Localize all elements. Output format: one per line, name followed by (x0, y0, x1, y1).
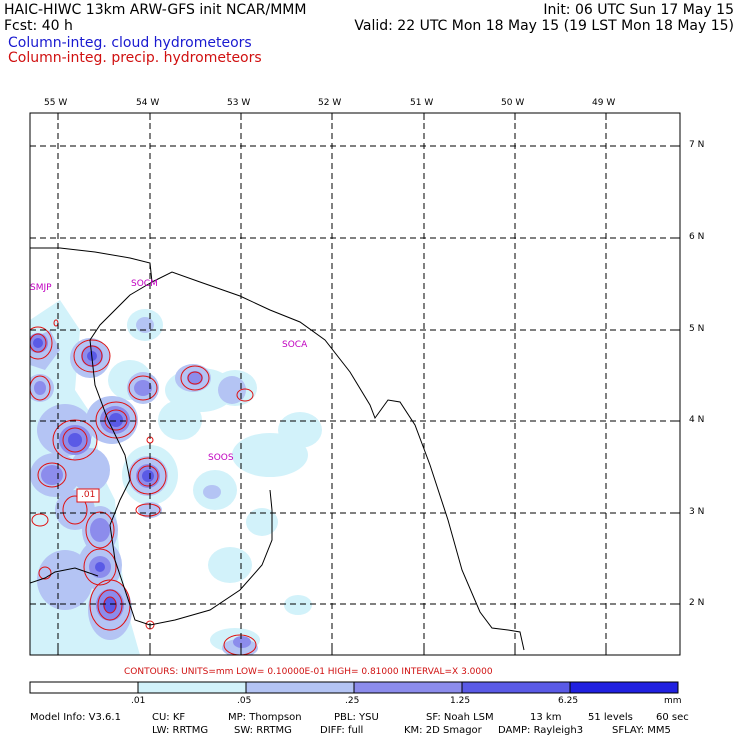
colorbar-label-3: 1.25 (450, 696, 471, 706)
model-info-sflay: SFLAY: MM5 (612, 725, 671, 736)
lat-label-2n: 2 N (689, 598, 705, 608)
colorbar-label-0: .01 (131, 696, 146, 706)
model-info-version: Model Info: V3.6.1 (30, 712, 121, 723)
title-line-1: HAIC-HIWC 13km ARW-GFS init NCAR/MMM (4, 2, 307, 18)
model-info-sf: SF: Noah LSM (426, 712, 494, 723)
lon-label-54w: 54 W (136, 98, 160, 108)
contour-label: .01 (81, 490, 96, 500)
model-info-cu: CU: KF (152, 712, 186, 723)
lon-label-52w: 52 W (318, 98, 342, 108)
lat-lon-grid (30, 113, 680, 655)
hydrometeor-shading (30, 300, 322, 655)
model-info-mp: MP: Thompson (228, 712, 302, 723)
lat-label-6n: 6 N (689, 232, 705, 242)
lat-label-5n: 5 N (689, 324, 705, 334)
legend-precip-hydrometeors: Column-integ. precip. hydrometeors (8, 50, 262, 66)
forecast-hour: Fcst: 40 h (4, 18, 73, 34)
colorbar-label-2: .25 (345, 696, 360, 706)
model-info-damp: DAMP: Rayleigh3 (498, 725, 584, 736)
station-smjp: SMJP (30, 283, 52, 293)
lon-label-50w: 50 W (501, 98, 525, 108)
station-socm: SOCM (131, 279, 158, 289)
model-info-lw: LW: RRTMG (152, 725, 209, 736)
lat-label-7n: 7 N (689, 140, 705, 150)
colorbar-label-4: 6.25 (558, 696, 579, 706)
colorbar-unit: mm (664, 696, 682, 706)
model-info-levels: 51 levels (588, 712, 633, 723)
axis-ticks (57, 113, 680, 655)
station-soca: SOCA (282, 340, 308, 350)
lat-label-3n: 3 N (689, 507, 705, 517)
model-info-sw: SW: RRTMG (234, 725, 292, 736)
legend-cloud-hydrometeors: Column-integ. cloud hydrometeors (8, 35, 252, 51)
valid-time: Valid: 22 UTC Mon 18 May 15 (19 LST Mon … (354, 18, 734, 34)
init-time: Init: 06 UTC Sun 17 May 15 (543, 2, 734, 18)
lon-label-51w: 51 W (410, 98, 434, 108)
model-info-km: KM: 2D Smagor (404, 725, 482, 736)
colorbar (29, 681, 679, 694)
lon-label-55w: 55 W (44, 98, 68, 108)
model-info-pbl: PBL: YSU (334, 712, 379, 723)
precip-contours (30, 319, 257, 655)
station-soos: SOOS (208, 453, 234, 463)
lon-label-49w: 49 W (592, 98, 616, 108)
colorbar-label-1: .05 (237, 696, 252, 706)
map-frame (29, 112, 681, 656)
model-info-diff: DIFF: full (320, 725, 364, 736)
model-info-timestep: 60 sec (656, 712, 689, 723)
lon-label-53w: 53 W (227, 98, 251, 108)
model-info-resolution: 13 km (530, 712, 562, 723)
contours-info: CONTOURS: UNITS=mm LOW= 0.10000E-01 HIGH… (124, 667, 493, 677)
lat-label-4n: 4 N (689, 415, 705, 425)
